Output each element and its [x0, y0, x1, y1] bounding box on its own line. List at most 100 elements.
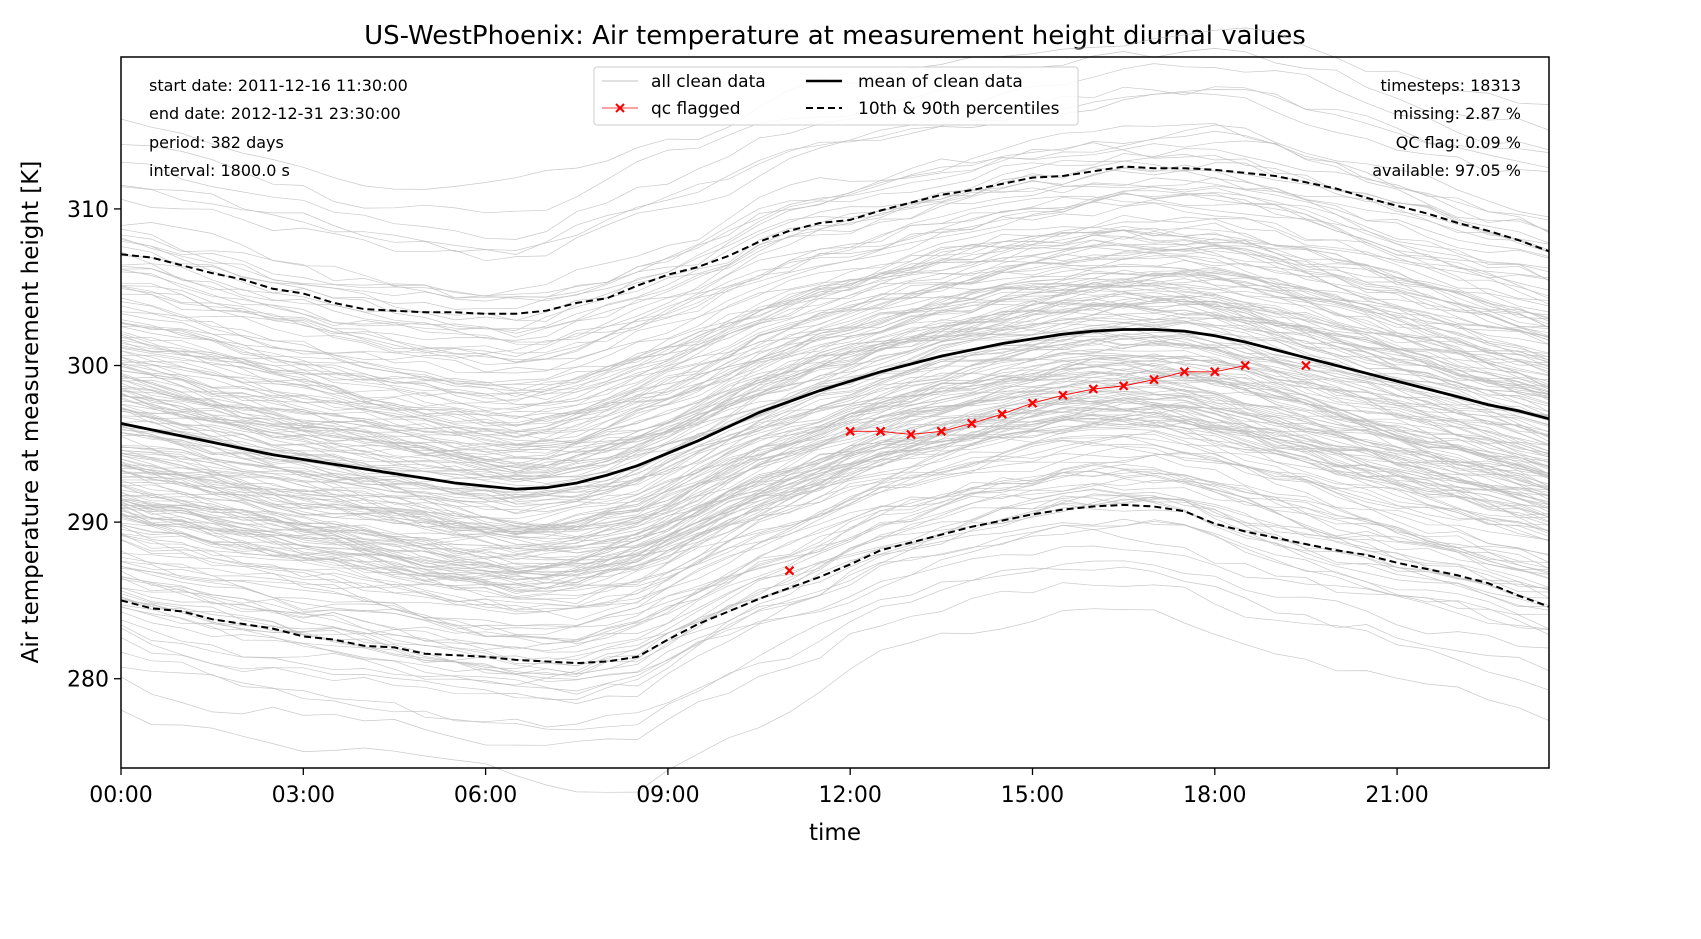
clean-data-line: [120, 299, 1550, 466]
clean-data-line: [120, 167, 1550, 330]
clean-data-line: [120, 234, 1550, 394]
clean-data-line: [120, 332, 1550, 501]
qc-flagged-point: [1149, 374, 1159, 385]
legend-label-clean: all clean data: [651, 72, 766, 92]
clean-data-line: [120, 335, 1550, 498]
legend-label-mean: mean of clean data: [858, 72, 1023, 92]
clean-data-line: [120, 284, 1550, 448]
qc-flagged-point: [966, 418, 977, 429]
clean-data-line: [120, 92, 1550, 262]
clean-data-line: [120, 266, 1550, 422]
clean-data-line: [120, 348, 1550, 505]
clean-data-line: [120, 417, 1550, 584]
clean-data-line: [120, 355, 1550, 503]
clean-data-line: [120, 493, 1550, 667]
clean-data-line: [120, 124, 1550, 297]
qc-flagged-point: [1118, 381, 1129, 391]
clean-data-line: [120, 308, 1550, 477]
clean-data-line: [120, 380, 1550, 553]
qc-flagged-points: [784, 360, 1311, 576]
qc-flagged-point: [1179, 367, 1190, 377]
clean-data-line: [120, 519, 1550, 695]
qc-flagged-segment: [1123, 379, 1155, 387]
y-tick-label: 290: [67, 511, 109, 536]
clean-data-line: [120, 239, 1550, 402]
clean-data-line: [120, 272, 1550, 460]
x-tick-label: 03:00: [272, 783, 335, 808]
clean-data-line: [120, 489, 1550, 666]
clean-data-line: [120, 247, 1550, 418]
clean-data-line: [120, 229, 1550, 386]
clean-data-line: [120, 263, 1550, 424]
clean-data-line: [120, 414, 1550, 574]
clean-data-line: [120, 442, 1550, 607]
y-axis-label: Air temperature at measurement height [K…: [18, 161, 44, 664]
x-tick-label: 06:00: [454, 783, 517, 808]
clean-data-line: [120, 566, 1550, 731]
clean-data-line: [120, 148, 1550, 302]
clean-data-line: [120, 355, 1550, 520]
clean-data-line: [120, 242, 1550, 403]
stat-start-date: start date: 2011-12-16 11:30:00: [149, 76, 408, 95]
qc-flagged-point: [875, 426, 886, 437]
qc-flagged-point: [997, 409, 1007, 419]
mean-of-clean-data-line: [120, 328, 1550, 491]
qc-flagged-segment: [910, 430, 942, 435]
clean-data-line: [120, 89, 1550, 255]
clean-data-line: [120, 343, 1550, 500]
clean-data-line: [120, 470, 1550, 643]
clean-data-line: [120, 216, 1550, 374]
legend: all clean data qc flagged mean of clean …: [593, 66, 1079, 126]
clean-data-line: [120, 608, 1550, 793]
x-tick-label: 12:00: [818, 783, 881, 808]
x-tick-label: 09:00: [636, 783, 699, 808]
clean-data-line: [120, 176, 1550, 345]
qc-flagged-segment: [1153, 371, 1185, 381]
clean-data-line: [120, 414, 1550, 581]
clean-data-line: [120, 379, 1550, 550]
qc-flagged-segment: [1001, 402, 1033, 415]
clean-data-line: [120, 445, 1550, 615]
clean-data-line: [120, 312, 1550, 483]
stat-timesteps: timesteps: 18313: [1381, 76, 1521, 95]
qc-flagged-point: [1058, 390, 1068, 401]
clean-data-line: [120, 425, 1550, 597]
clean-data-line: [120, 283, 1550, 441]
clean-data-line: [120, 186, 1550, 363]
clean-data-line: [120, 376, 1550, 538]
qc-flagged-point: [845, 426, 855, 437]
clean-data-line: [120, 419, 1550, 589]
clean-data-line: [120, 352, 1550, 515]
qc-flagged-segment: [971, 413, 1003, 424]
clean-data-line: [120, 317, 1550, 474]
clean-data-line: [120, 266, 1550, 439]
qc-flagged-segment: [880, 430, 912, 435]
qc-flagged-point: [784, 565, 795, 576]
clean-data-line: [120, 495, 1550, 675]
stats-right: timesteps: 18313 missing: 2.87 % QC flag…: [1372, 76, 1521, 180]
clean-data-line: [120, 273, 1550, 442]
clean-data-line: [120, 406, 1550, 590]
clean-data-line: [120, 191, 1550, 361]
clean-data-line: [120, 400, 1550, 576]
percentile-10-line: [120, 503, 1550, 665]
stats-left: start date: 2011-12-16 11:30:00 end date…: [149, 76, 408, 180]
qc-flagged-segment: [1062, 388, 1094, 396]
clean-data-line: [120, 182, 1550, 341]
clean-data-line: [120, 325, 1550, 480]
clean-data-line: [120, 244, 1550, 411]
clean-data-line: [120, 317, 1550, 487]
stat-period: period: 382 days: [149, 133, 284, 152]
clean-data-line: [120, 142, 1550, 310]
clean-data-line: [120, 214, 1550, 373]
x-tick-label: 18:00: [1183, 783, 1246, 808]
stat-end-date: end date: 2012-12-31 23:30:00: [149, 104, 401, 123]
clean-data-line: [120, 503, 1550, 683]
clean-data-line: [120, 355, 1550, 527]
clean-data-line: [120, 436, 1550, 610]
clean-data-line: [120, 433, 1550, 604]
clean-data-line: [120, 520, 1550, 692]
x-axis-ticks: 00:00 03:00 06:00 09:00 12:00 15:00 18:00 21:00: [89, 768, 1429, 808]
clean-data-line: [120, 196, 1550, 357]
clean-data-line: [120, 389, 1550, 554]
